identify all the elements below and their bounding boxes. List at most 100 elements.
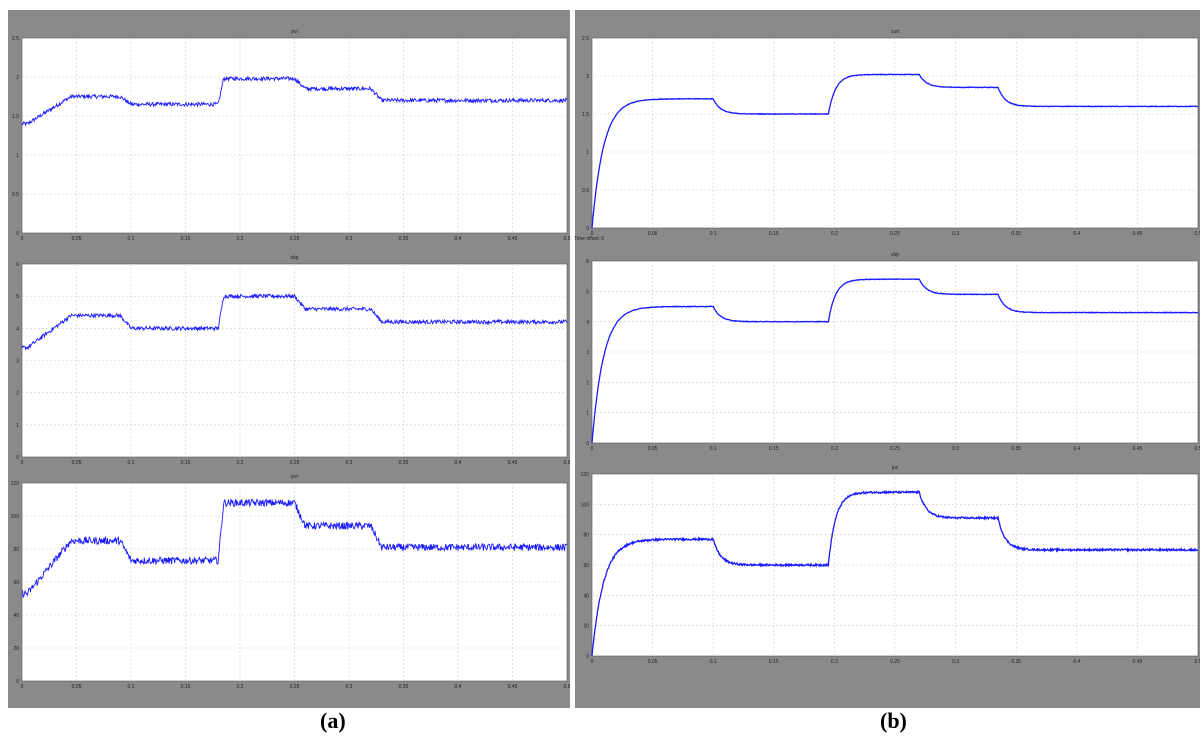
- x-tick-label: 0.25: [890, 446, 900, 452]
- y-tick-label: 20: [13, 646, 19, 652]
- x-tick-label: 0.35: [1011, 659, 1021, 665]
- signal-trace: [591, 278, 1199, 443]
- x-tick-label: 0.1: [128, 460, 135, 466]
- y-tick-label: 100: [11, 514, 20, 520]
- scope-panel-a-2: vbp 0 0.05 0.1 0.15 0.2 0.25 0.3 0.35 0.4 0.45 0.5 0…: [16, 255, 570, 466]
- x-tick-label: 0.45: [1133, 231, 1143, 237]
- y-tick-label: 0.5: [12, 192, 19, 198]
- x-tick-label: 0.3: [346, 236, 353, 242]
- y-tick-label: 5: [16, 294, 19, 300]
- y-tick-label: 0: [586, 226, 589, 232]
- x-tick-label: 0.5: [1195, 659, 1200, 665]
- x-tick-label: 0.35: [399, 684, 409, 690]
- y-tick-label: 5: [586, 289, 589, 295]
- x-tick-label: 0.05: [72, 460, 82, 466]
- y-tick-label: 2.5: [582, 36, 589, 42]
- signal-trace: [21, 75, 568, 127]
- panel-title: vbp: [891, 252, 899, 258]
- y-tick-label: 60: [13, 580, 19, 586]
- y-tick-label: 0: [16, 455, 19, 461]
- x-tick-label: 0.05: [648, 231, 658, 237]
- y-tick-label: 2: [586, 74, 589, 80]
- y-tick-label: 60: [583, 563, 589, 569]
- x-tick-label: 0.45: [1133, 659, 1143, 665]
- panel-title: curt: [891, 29, 900, 35]
- y-tick-label: 0: [16, 679, 19, 685]
- x-tick-label: 0.3: [346, 684, 353, 690]
- panel-title: vbp: [290, 255, 298, 261]
- y-tick-label: 3: [586, 350, 589, 356]
- x-tick-label: 0.15: [769, 446, 779, 452]
- x-tick-label: 0.3: [952, 446, 959, 452]
- y-tick-label: 2: [16, 391, 19, 397]
- y-tick-label: 0.5: [582, 188, 589, 194]
- plot-area: [591, 37, 1199, 229]
- x-tick-label: 0: [21, 460, 24, 466]
- x-tick-label: 0.1: [128, 684, 135, 690]
- scope-panel-a-3: pvi 0 0.05 0.1 0.15 0.2 0.25 0.3 0.35 0.4 0.45 0.5 0…: [11, 474, 571, 690]
- x-tick-label: 0.4: [1073, 446, 1080, 452]
- y-tick-label: 2: [16, 75, 19, 81]
- y-tick-label: 6: [586, 259, 589, 265]
- x-tick-label: 0.1: [710, 659, 717, 665]
- plot-area: [591, 260, 1199, 444]
- x-tick-label: 0.5: [1195, 446, 1200, 452]
- y-tick-label: 4: [16, 326, 19, 332]
- scope-panel-b-1: curt 0 0.05 0.1 0.15 0.2 0.25 0.3 0.35 0.4 0.45 0.5…: [574, 29, 1200, 242]
- x-tick-label: 0.4: [1073, 659, 1080, 665]
- x-tick-label: 0.4: [455, 684, 462, 690]
- x-tick-label: 0.45: [508, 236, 518, 242]
- x-tick-label: 0.15: [769, 659, 779, 665]
- y-tick-label: 6: [16, 262, 19, 268]
- signal-trace: [591, 489, 1199, 656]
- x-tick-label: 0.05: [648, 659, 658, 665]
- y-tick-label: 1.5: [582, 112, 589, 118]
- x-tick-label: 0.35: [399, 236, 409, 242]
- x-tick-label: 0.5: [564, 684, 571, 690]
- x-tick-label: 0.25: [290, 684, 300, 690]
- x-tick-label: 0.1: [710, 231, 717, 237]
- y-tick-label: 1: [16, 423, 19, 429]
- x-tick-label: 0.5: [564, 236, 571, 242]
- signal-trace: [21, 292, 568, 352]
- x-tick-label: 0: [591, 231, 594, 237]
- y-tick-label: 1: [16, 153, 19, 159]
- x-tick-label: 0.05: [648, 446, 658, 452]
- x-tick-label: 0.25: [290, 460, 300, 466]
- y-tick-label: 1: [586, 150, 589, 156]
- x-tick-label: 0.5: [564, 460, 571, 466]
- caption-a: (a): [320, 708, 346, 733]
- x-tick-label: 0.4: [1073, 231, 1080, 237]
- y-tick-label: 20: [583, 624, 589, 630]
- y-tick-label: 1: [586, 411, 589, 417]
- x-tick-label: 0: [21, 236, 24, 242]
- x-tick-label: 0.15: [181, 236, 191, 242]
- x-tick-label: 0.25: [290, 236, 300, 242]
- x-tick-label: 0.4: [455, 236, 462, 242]
- scope-panel-a-1: pvi 0 0.05 0.1 0.15 0.2 0.25 0.3 0.35 0.4 0.45 0.5 0…: [12, 29, 571, 242]
- x-tick-label: 0.2: [831, 446, 838, 452]
- y-tick-label: 4: [586, 320, 589, 326]
- x-tick-label: 0.3: [952, 659, 959, 665]
- y-tick-label: 1.5: [12, 114, 19, 120]
- y-tick-label: 3: [16, 359, 19, 365]
- caption-b: (b): [880, 708, 907, 733]
- y-tick-label: 40: [13, 613, 19, 619]
- y-tick-label: 2: [586, 380, 589, 386]
- scope-panel-b-2: vbp 0 0.05 0.1 0.15 0.2 0.25 0.3 0.35 0.4 0.45 0.5 0…: [586, 252, 1200, 452]
- x-tick-label: 0.15: [181, 460, 191, 466]
- y-tick-label: 2.5: [12, 36, 19, 42]
- x-tick-label: 0.2: [237, 236, 244, 242]
- x-tick-label: 0.05: [72, 236, 82, 242]
- signal-trace: [591, 73, 1199, 229]
- x-tick-label: 0: [21, 684, 24, 690]
- x-tick-label: 0.25: [890, 659, 900, 665]
- x-tick-label: 0.1: [710, 446, 717, 452]
- x-tick-label: 0.15: [769, 231, 779, 237]
- x-tick-label: 0.5: [1195, 231, 1200, 237]
- scope-panel-b-3: pvi 0 0.05 0.1 0.15 0.2 0.25 0.3 0.35 0.4 0.45 0.5 0…: [581, 465, 1200, 665]
- x-tick-label: 0.3: [346, 460, 353, 466]
- y-tick-label: 0: [586, 441, 589, 447]
- signal-trace: [21, 498, 568, 598]
- x-tick-label: 0.25: [890, 231, 900, 237]
